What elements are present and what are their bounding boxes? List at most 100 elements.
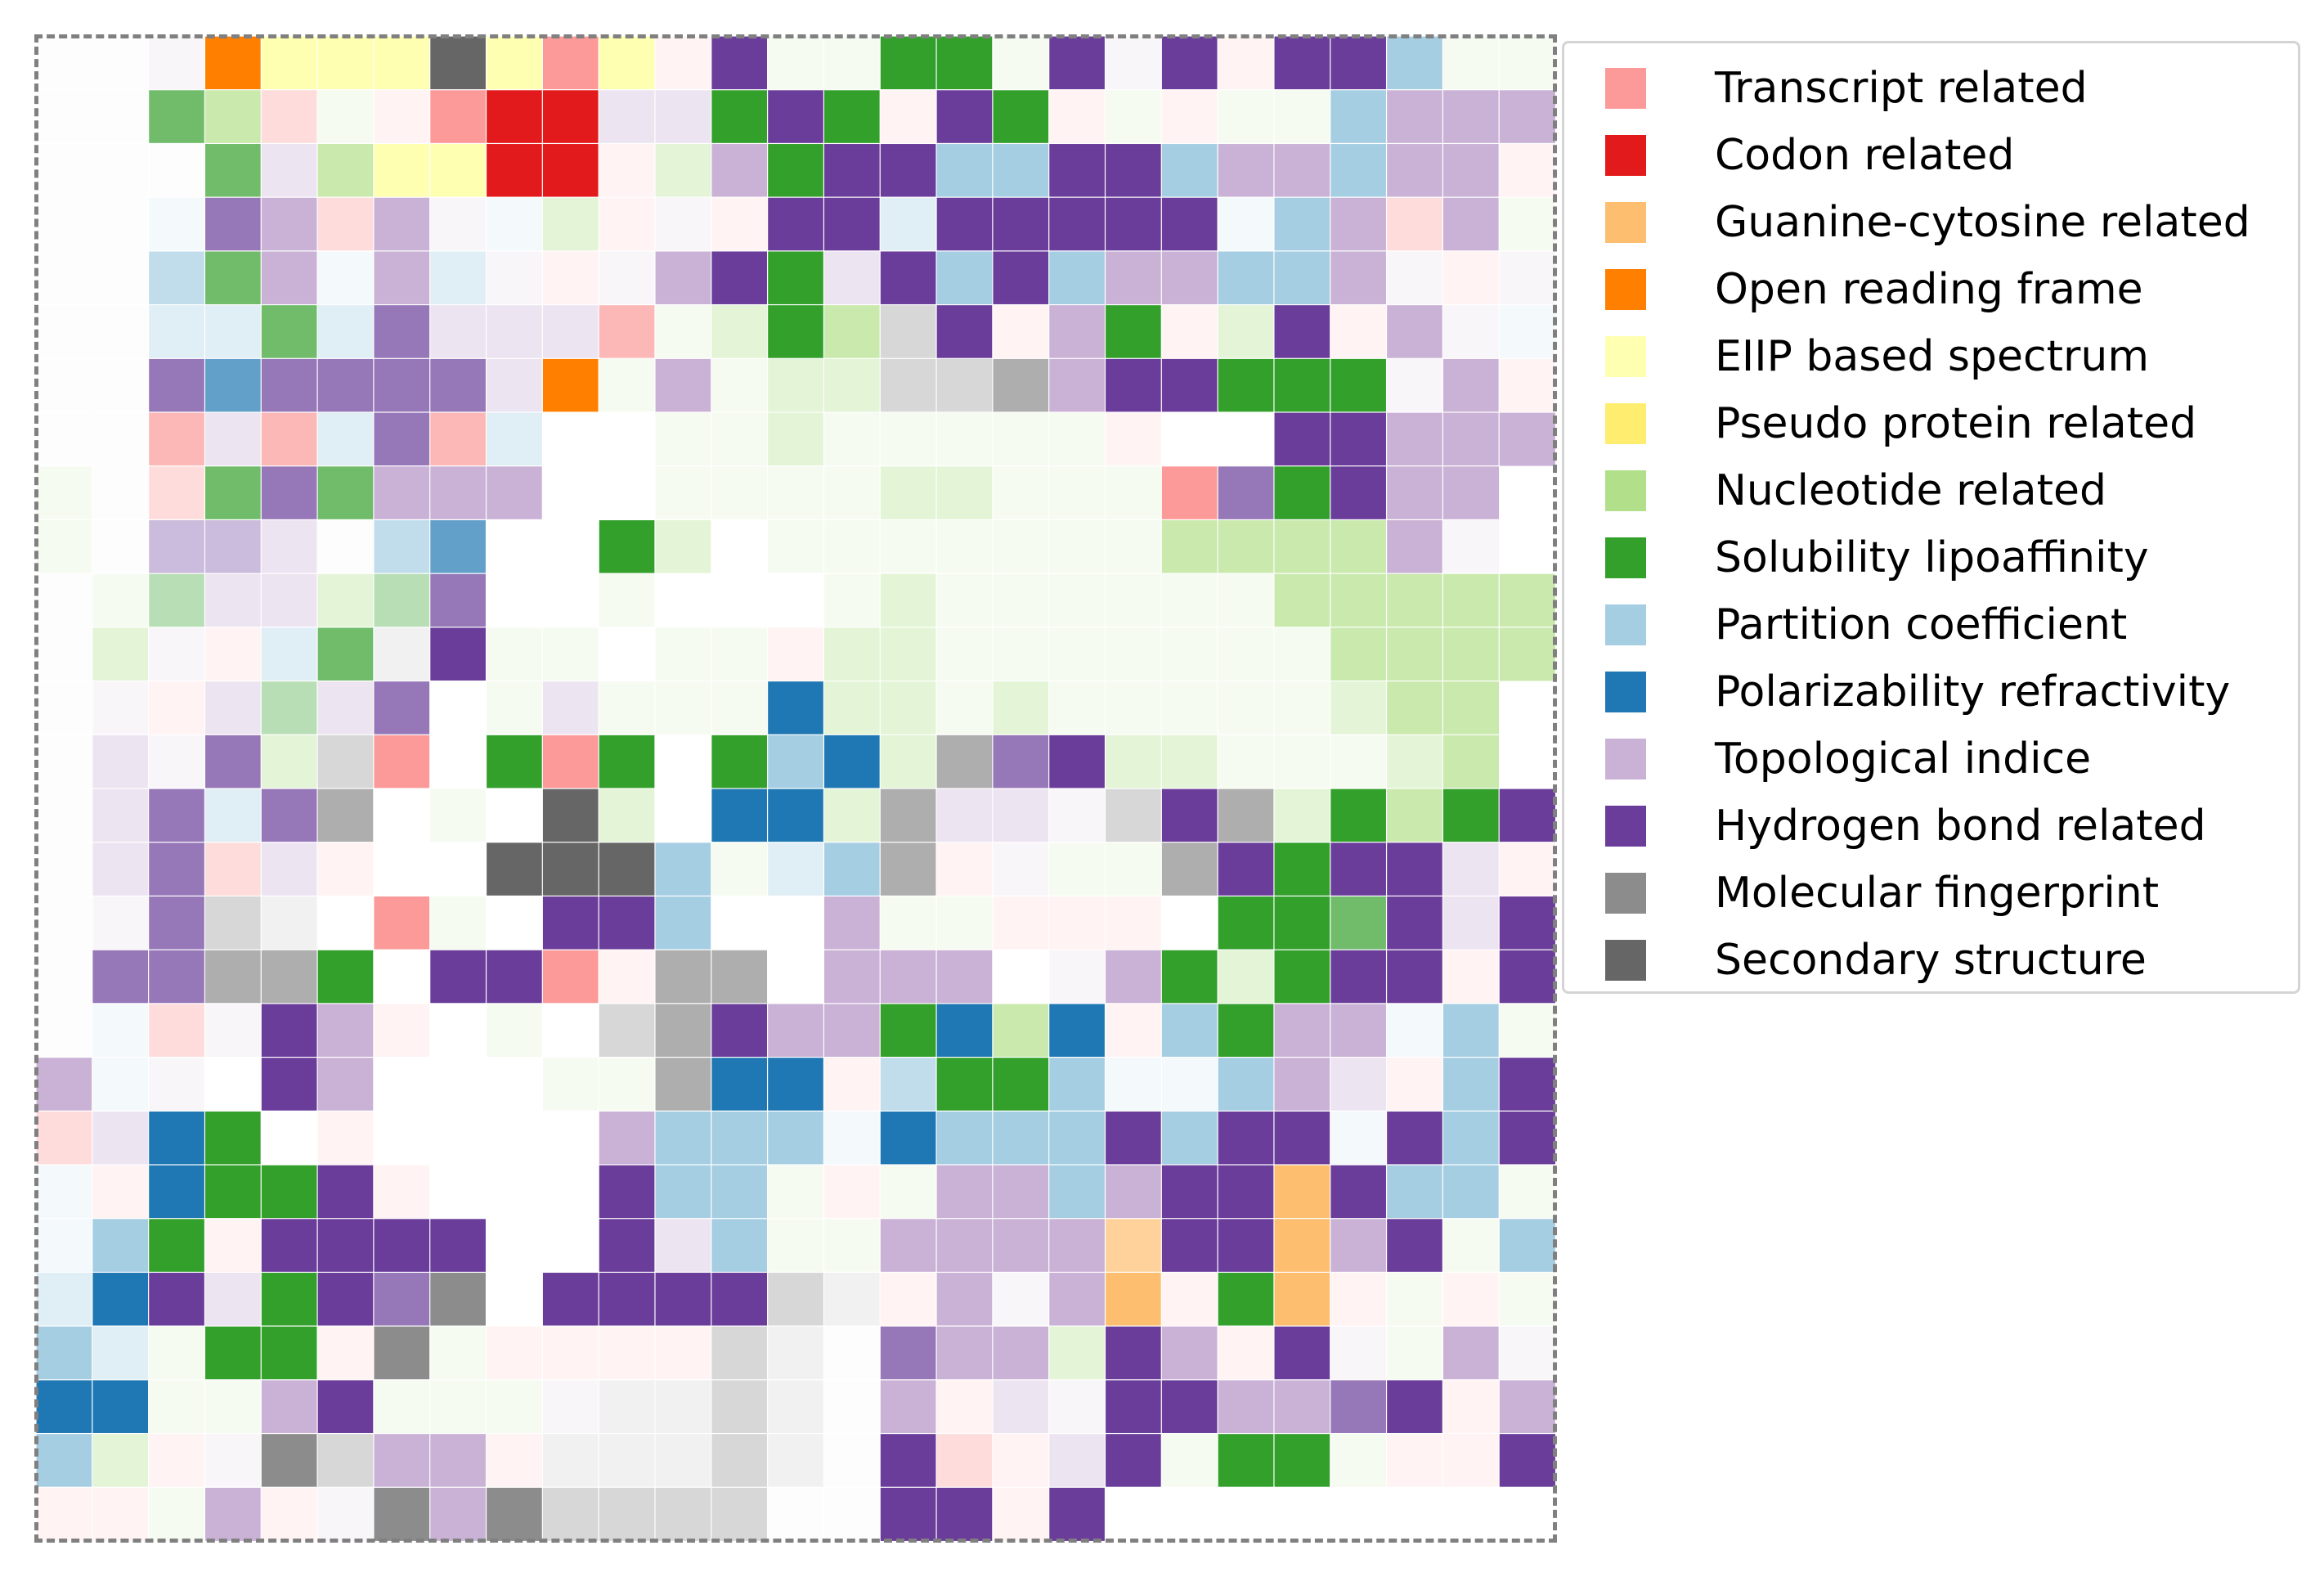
heatmap-cell — [1160, 1003, 1219, 1058]
heatmap-cell — [1442, 734, 1501, 790]
heatmap-cell — [204, 895, 262, 951]
heatmap-cell — [260, 1325, 319, 1381]
heatmap-cell — [1104, 1486, 1163, 1541]
heatmap-cell — [766, 465, 825, 521]
heatmap-cell — [1104, 1325, 1163, 1381]
heatmap-cell — [823, 465, 882, 521]
heatmap-cell — [654, 1486, 712, 1541]
heatmap-cell — [1330, 1164, 1388, 1220]
heatmap-cell — [485, 89, 544, 145]
heatmap-cell — [1498, 1218, 1555, 1274]
heatmap-cell — [1217, 1486, 1276, 1541]
heatmap-cell — [879, 1164, 938, 1220]
heatmap-cell — [598, 680, 657, 736]
heatmap-cell — [992, 842, 1050, 897]
heatmap-cell — [654, 1164, 712, 1220]
heatmap-cell — [1217, 89, 1276, 145]
heatmap-cell — [711, 1003, 769, 1058]
heatmap-cell — [429, 842, 487, 897]
heatmap-cell — [1273, 1379, 1331, 1435]
heatmap-cell — [879, 842, 938, 897]
heatmap-cell — [92, 1486, 150, 1541]
legend-item-secondary-structure: Secondary structure — [1605, 927, 2147, 994]
heatmap-cell — [879, 1379, 938, 1435]
heatmap-cell — [766, 357, 825, 414]
heatmap-cell — [1498, 303, 1555, 360]
heatmap-cell — [1048, 1271, 1106, 1328]
heatmap-cell — [1048, 357, 1106, 414]
heatmap-cell — [1048, 1164, 1106, 1220]
heatmap-cell — [992, 411, 1050, 467]
heatmap-cell — [654, 196, 712, 252]
heatmap-cell — [879, 1325, 938, 1381]
heatmap-cell — [36, 250, 93, 306]
heatmap-cell — [935, 196, 994, 252]
heatmap-cell — [879, 303, 938, 360]
heatmap-cell — [935, 842, 994, 897]
heatmap-cell — [1385, 1432, 1444, 1489]
heatmap-cell — [429, 788, 487, 843]
heatmap-cell — [148, 1271, 206, 1328]
heatmap-cell — [485, 196, 544, 252]
heatmap-cell — [36, 357, 93, 414]
heatmap-cell — [654, 1110, 712, 1166]
heatmap-cell — [654, 89, 712, 145]
heatmap-cell — [429, 1486, 487, 1541]
heatmap-cell — [766, 1432, 825, 1489]
heatmap-cell — [1048, 519, 1106, 575]
heatmap-cell — [485, 1056, 544, 1112]
heatmap-cell — [36, 1218, 93, 1274]
heatmap-cell — [316, 465, 375, 521]
heatmap-cell — [148, 250, 206, 306]
heatmap-cell — [1160, 142, 1219, 199]
heatmap-cell — [148, 1164, 206, 1220]
heatmap-cell — [36, 1325, 93, 1381]
heatmap-cell — [766, 1218, 825, 1274]
heatmap-cell — [1498, 842, 1555, 897]
heatmap-cell — [1385, 1379, 1444, 1435]
heatmap-cell — [1217, 196, 1276, 252]
legend-swatch — [1605, 269, 1646, 310]
heatmap-cell — [36, 573, 93, 628]
heatmap-cell — [823, 519, 882, 575]
heatmap-cell — [654, 1379, 712, 1435]
heatmap-cell — [992, 303, 1050, 360]
heatmap-cell — [1385, 1218, 1444, 1274]
heatmap-cell — [485, 1218, 544, 1274]
heatmap-cell — [1104, 1056, 1163, 1112]
heatmap-cell — [992, 1486, 1050, 1541]
heatmap-cell — [260, 1218, 319, 1274]
heatmap-cell — [1104, 895, 1163, 951]
heatmap-cell — [541, 196, 600, 252]
heatmap-cell — [485, 627, 544, 682]
heatmap-cell — [92, 949, 150, 1004]
heatmap-cell — [485, 250, 544, 306]
heatmap-cell — [879, 734, 938, 790]
heatmap-cell — [823, 1486, 882, 1541]
heatmap-cell — [316, 411, 375, 467]
heatmap-cell — [823, 788, 882, 843]
heatmap-cell — [260, 1271, 319, 1328]
heatmap-cell — [204, 1218, 262, 1274]
heatmap-cell — [36, 627, 93, 682]
heatmap-cell — [260, 949, 319, 1004]
legend-swatch — [1605, 202, 1646, 243]
heatmap-cell — [1442, 250, 1501, 306]
heatmap-cell — [1104, 465, 1163, 521]
heatmap-cell — [1385, 1003, 1444, 1058]
heatmap-cell — [1385, 1056, 1444, 1112]
legend-swatch — [1605, 537, 1646, 578]
heatmap-cell — [711, 1325, 769, 1381]
heatmap-cell — [598, 1218, 657, 1274]
heatmap-cell — [1498, 627, 1555, 682]
heatmap-cell — [316, 1271, 375, 1328]
heatmap-cell — [992, 680, 1050, 736]
heatmap-cell — [766, 196, 825, 252]
heatmap-cell — [1442, 842, 1501, 897]
heatmap-cell — [148, 89, 206, 145]
heatmap-cell — [1442, 303, 1501, 360]
heatmap-cell — [260, 842, 319, 897]
heatmap-cell — [92, 357, 150, 414]
heatmap-cell — [598, 1486, 657, 1541]
heatmap-cell — [654, 142, 712, 199]
